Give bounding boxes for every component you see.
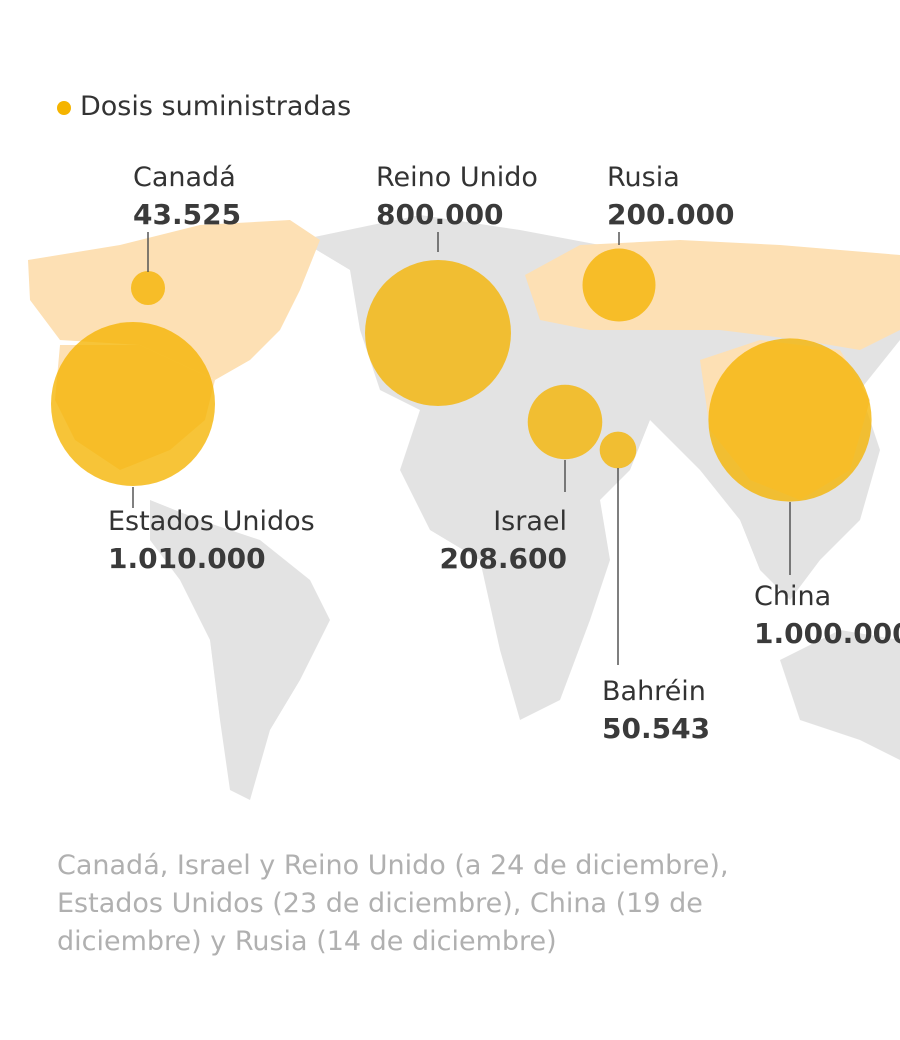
country-label: China	[754, 581, 831, 612]
country-label: Rusia	[607, 162, 680, 193]
country-label: Reino Unido	[376, 162, 538, 193]
value-label: 800.000	[376, 198, 504, 231]
value-label: 1.000.000	[754, 617, 900, 650]
legend-label: Dosis suministradas	[80, 91, 351, 122]
value-label: 43.525	[133, 198, 241, 231]
bubble	[527, 384, 603, 460]
country-label: Israel	[493, 506, 567, 537]
country-label: Canadá	[133, 162, 236, 193]
value-label: 1.010.000	[108, 542, 266, 575]
legend-marker	[57, 101, 71, 115]
land	[150, 500, 330, 800]
footnote: Canadá, Israel y Reino Unido (a 24 de di…	[57, 850, 729, 957]
country-label: Bahréin	[602, 676, 706, 707]
bubble	[130, 270, 166, 306]
country-label: Estados Unidos	[108, 506, 315, 537]
bubble	[582, 248, 656, 322]
bubble	[51, 322, 215, 486]
value-label: 50.543	[602, 712, 710, 745]
land	[780, 630, 900, 760]
value-label: 200.000	[607, 198, 735, 231]
bubble	[365, 260, 511, 406]
map: Dosis suministradas Canadá 43.525 Estados …	[28, 91, 900, 800]
bubble	[708, 338, 872, 502]
value-label: 208.600	[439, 542, 567, 575]
bubble	[599, 431, 637, 469]
